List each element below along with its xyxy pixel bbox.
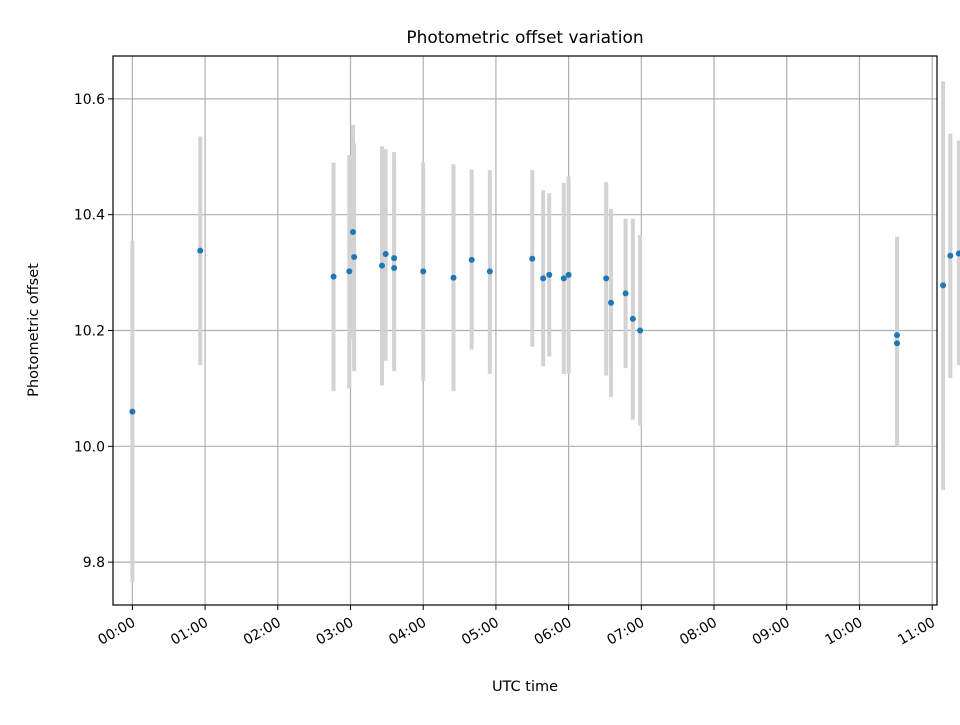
data-point	[346, 268, 353, 275]
y-tick-label: 10.0	[74, 439, 105, 455]
data-point	[546, 271, 553, 278]
y-tick-label: 10.4	[74, 208, 105, 224]
data-point	[947, 252, 954, 259]
data-point	[391, 255, 398, 262]
data-point	[382, 251, 389, 258]
chart-title: Photometric offset variation	[406, 28, 643, 48]
data-point	[894, 332, 901, 339]
data-point	[129, 408, 136, 415]
data-point	[560, 275, 567, 282]
y-tick-label: 10.6	[74, 92, 105, 108]
data-point	[420, 268, 427, 275]
data-point	[379, 262, 386, 269]
data-point	[349, 229, 356, 236]
data-point	[622, 290, 629, 297]
grid	[113, 56, 937, 605]
data-point	[197, 247, 204, 254]
data-point	[391, 264, 398, 271]
data-point	[468, 256, 475, 263]
data-point	[629, 315, 636, 322]
data-points	[129, 229, 960, 415]
y-tick-label: 10.2	[74, 324, 105, 340]
data-point	[330, 273, 337, 280]
data-point	[603, 275, 610, 282]
data-point	[565, 271, 572, 278]
data-point	[608, 299, 615, 306]
data-point	[540, 275, 547, 282]
y-tick-label: 9.8	[83, 555, 105, 571]
x-axis-label: UTC time	[492, 679, 558, 695]
data-point	[486, 268, 493, 275]
data-point	[940, 282, 947, 289]
data-point	[529, 255, 536, 262]
data-point	[955, 250, 960, 257]
data-point	[894, 340, 901, 347]
data-point	[351, 253, 358, 260]
data-point	[450, 274, 457, 281]
data-point	[637, 327, 644, 334]
y-axis-label: Photometric offset	[26, 263, 42, 397]
